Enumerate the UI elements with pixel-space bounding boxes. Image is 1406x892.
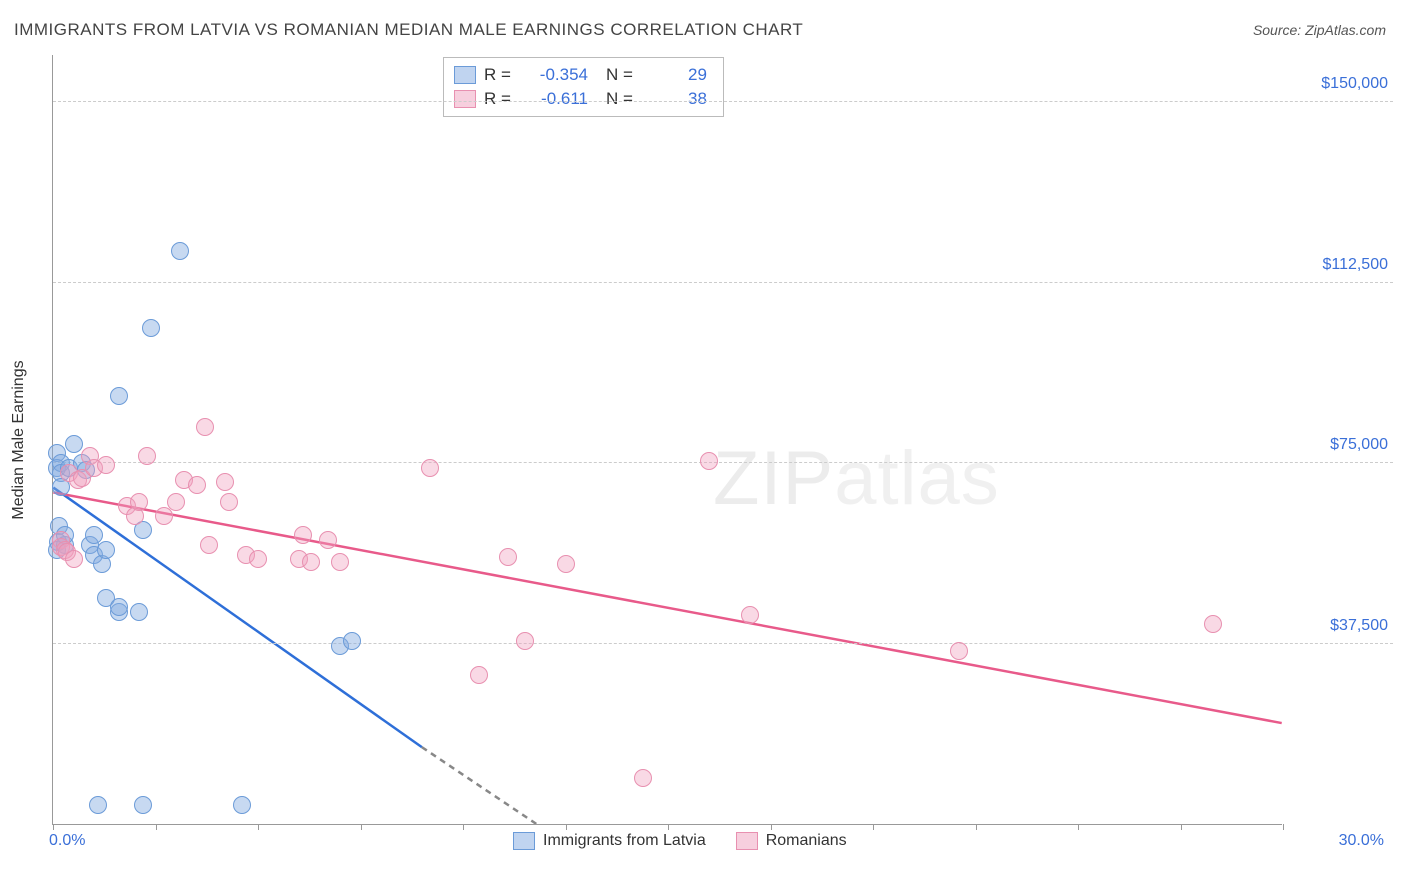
- y-tick-label: $150,000: [1321, 75, 1388, 93]
- x-tick: [258, 824, 259, 830]
- scatter-point: [700, 452, 718, 470]
- watermark: ZIPatlas: [713, 435, 1000, 522]
- scatter-point: [470, 666, 488, 684]
- x-tick: [668, 824, 669, 830]
- gridline: [53, 101, 1393, 102]
- gridline: [53, 462, 1393, 463]
- swatch-pink: [454, 90, 476, 108]
- scatter-point: [134, 796, 152, 814]
- scatter-point: [200, 536, 218, 554]
- scatter-point: [155, 507, 173, 525]
- scatter-point: [233, 796, 251, 814]
- scatter-point: [167, 493, 185, 511]
- scatter-point: [220, 493, 238, 511]
- scatter-point: [216, 473, 234, 491]
- y-tick-label: $75,000: [1330, 436, 1388, 454]
- source-label: Source: ZipAtlas.com: [1253, 22, 1386, 38]
- scatter-point: [65, 550, 83, 568]
- scatter-point: [97, 456, 115, 474]
- x-tick: [1181, 824, 1182, 830]
- chart-title: IMMIGRANTS FROM LATVIA VS ROMANIAN MEDIA…: [14, 20, 803, 40]
- scatter-point: [319, 531, 337, 549]
- x-tick: [463, 824, 464, 830]
- x-tick: [771, 824, 772, 830]
- legend-row-romanians: R = -0.611 N = 38: [454, 87, 707, 111]
- scatter-point: [421, 459, 439, 477]
- scatter-point: [343, 632, 361, 650]
- x-tick: [566, 824, 567, 830]
- swatch-blue: [513, 832, 535, 850]
- scatter-point: [302, 553, 320, 571]
- scatter-point: [1204, 615, 1222, 633]
- scatter-point: [142, 319, 160, 337]
- swatch-pink: [736, 832, 758, 850]
- scatter-point: [196, 418, 214, 436]
- correlation-legend: R = -0.354 N = 29 R = -0.611 N = 38: [443, 57, 724, 117]
- scatter-point: [294, 526, 312, 544]
- x-tick: [1283, 824, 1284, 830]
- scatter-point: [634, 769, 652, 787]
- x-axis-min: 0.0%: [49, 832, 85, 850]
- x-axis-max: 30.0%: [1339, 832, 1384, 850]
- x-tick: [156, 824, 157, 830]
- x-tick: [873, 824, 874, 830]
- legend-row-latvia: R = -0.354 N = 29: [454, 63, 707, 87]
- scatter-point: [188, 476, 206, 494]
- gridline: [53, 282, 1393, 283]
- scatter-point: [499, 548, 517, 566]
- scatter-point: [249, 550, 267, 568]
- x-tick: [53, 824, 54, 830]
- trend-lines: [53, 55, 1282, 824]
- scatter-point: [110, 387, 128, 405]
- scatter-point: [950, 642, 968, 660]
- scatter-point: [171, 242, 189, 260]
- scatter-point: [138, 447, 156, 465]
- chart-plot-area: Median Male Earnings ZIPatlas R = -0.354…: [52, 55, 1282, 825]
- y-tick-label: $112,500: [1322, 256, 1388, 274]
- scatter-point: [130, 603, 148, 621]
- swatch-blue: [454, 66, 476, 84]
- y-axis-title: Median Male Earnings: [10, 360, 28, 519]
- x-tick: [361, 824, 362, 830]
- gridline: [53, 643, 1393, 644]
- x-tick: [1078, 824, 1079, 830]
- scatter-point: [97, 541, 115, 559]
- x-tick: [976, 824, 977, 830]
- scatter-point: [516, 632, 534, 650]
- scatter-point: [65, 435, 83, 453]
- legend-item-romanians: Romanians: [736, 832, 847, 850]
- series-legend: Immigrants from Latvia Romanians: [513, 832, 847, 850]
- scatter-point: [110, 598, 128, 616]
- legend-item-latvia: Immigrants from Latvia: [513, 832, 706, 850]
- y-tick-label: $37,500: [1330, 617, 1388, 635]
- scatter-point: [89, 796, 107, 814]
- scatter-point: [557, 555, 575, 573]
- scatter-point: [741, 606, 759, 624]
- scatter-point: [130, 493, 148, 511]
- scatter-point: [331, 553, 349, 571]
